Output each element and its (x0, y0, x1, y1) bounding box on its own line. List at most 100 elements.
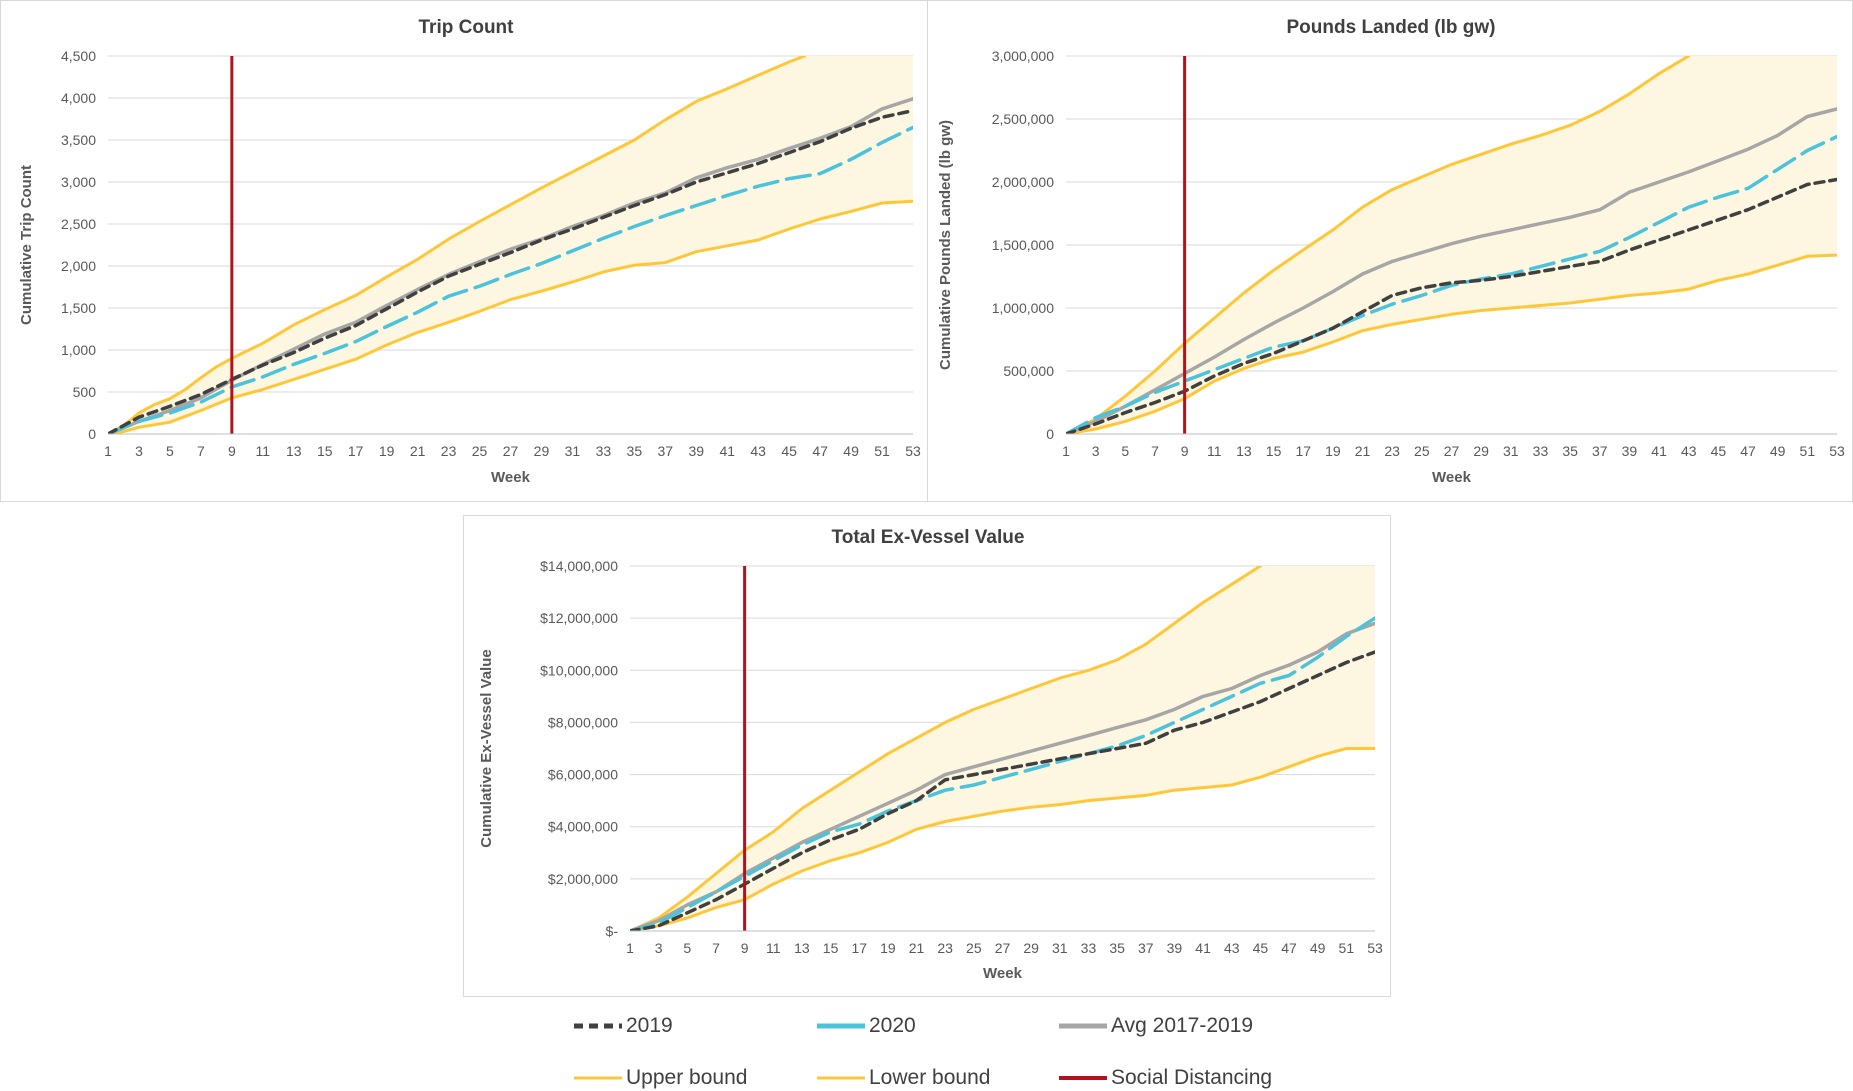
x-tick-label: 23 (937, 940, 953, 956)
legend-item-avg: Avg 2017-2019 (1057, 1014, 1253, 1038)
x-tick-label: 13 (286, 443, 302, 459)
y-axis-label: Cumulative Ex-Vessel Value (478, 649, 495, 847)
series-2019-line (108, 108, 913, 434)
x-axis-label: Week (983, 965, 1023, 982)
upper-bound-line (108, 56, 807, 434)
chart-title: Total Ex-Vessel Value (832, 527, 1025, 548)
y-tick-label: 1,500,000 (992, 237, 1054, 253)
x-tick-label: 51 (1339, 940, 1355, 956)
x-tick-label: 35 (1562, 443, 1578, 459)
pounds-landed-chart: Pounds Landed (lb gw) 0 500,000 1,000,000 1,… (937, 17, 1845, 486)
legend-swatch-2020 (817, 1023, 865, 1029)
x-tick-label: 41 (1195, 940, 1211, 956)
x-tick-label: 35 (627, 443, 643, 459)
legend-label-lower: Lower bound (869, 1066, 991, 1089)
x-tick-label: 27 (1444, 443, 1460, 459)
avg-2017-2019-line (108, 97, 913, 434)
series-2020-line (1066, 134, 1837, 434)
legend-swatch-avg (1059, 1023, 1107, 1029)
x-tick-label: 31 (565, 443, 581, 459)
x-tick-label: 1 (626, 940, 634, 956)
series-2019-line (1066, 177, 1837, 434)
x-tick-label: 33 (596, 443, 612, 459)
series-2020-line (108, 125, 913, 434)
x-tick-label: 15 (317, 443, 333, 459)
x-tick-label: 31 (1503, 443, 1519, 459)
y-tick-label: 2,000,000 (992, 174, 1054, 190)
trip-count-chart-panel: Trip Count 0 500 1,000 1,500 2,000 2,500 3,000 3… (0, 0, 928, 502)
x-tick-label: 7 (1151, 443, 1159, 459)
x-tick-label: 21 (410, 443, 426, 459)
x-tick-label: 53 (1367, 940, 1383, 956)
legend-label-2020: 2020 (869, 1014, 916, 1037)
x-tick-label: 1 (104, 443, 112, 459)
y-tick-label: 2,500 (61, 216, 96, 232)
x-tick-label: 17 (851, 940, 867, 956)
y-tick-label: 3,500 (61, 132, 96, 148)
chart-title: Pounds Landed (lb gw) (1287, 17, 1496, 38)
y-tick-label: $- (606, 923, 619, 939)
x-tick-label: 29 (1023, 940, 1039, 956)
x-tick-label: 43 (1224, 940, 1240, 956)
x-tick-label: 37 (658, 443, 674, 459)
x-tick-label: 37 (1592, 443, 1608, 459)
y-tick-label: 2,500,000 (992, 111, 1054, 127)
x-tick-label: 1 (1062, 443, 1070, 459)
legend-item-2019: 2019 (572, 1014, 673, 1038)
x-tick-label: 15 (823, 940, 839, 956)
y-tick-label: 4,000 (61, 90, 96, 106)
x-tick-label: 43 (1681, 443, 1697, 459)
x-tick-label: 3 (655, 940, 663, 956)
chart-title: Trip Count (419, 17, 515, 38)
plot-area (108, 56, 913, 434)
x-tick-label: 53 (1829, 443, 1845, 459)
x-tick-label: 33 (1081, 940, 1097, 956)
x-axis-label: Week (1432, 469, 1472, 486)
x-tick-label: 49 (843, 443, 859, 459)
pounds-landed-chart-panel: Pounds Landed (lb gw) 0 500,000 1,000,000 1,… (927, 0, 1853, 502)
x-tick-label: 49 (1310, 940, 1326, 956)
legend-item-upper: Upper bound (572, 1066, 747, 1090)
x-tick-label: 47 (1740, 443, 1756, 459)
bounds-band (108, 56, 913, 434)
x-tick-label: 37 (1138, 940, 1154, 956)
x-tick-label: 53 (905, 443, 921, 459)
x-tick-label: 45 (781, 443, 797, 459)
chart-legend: 2019 2020 Avg 2017-2019 Upper bound Lowe… (560, 1008, 1320, 1090)
x-tick-label: 11 (1207, 443, 1222, 459)
y-axis-label: Cumulative Pounds Landed (lb gw) (937, 120, 954, 370)
legend-swatch-2019 (574, 1023, 622, 1029)
x-tick-label: 5 (1121, 443, 1129, 459)
x-tick-label: 5 (683, 940, 691, 956)
avg-2017-2019-line (1066, 107, 1837, 434)
x-tick-label: 25 (1414, 443, 1430, 459)
x-tick-label: 51 (874, 443, 890, 459)
ex-vessel-value-chart: Total Ex-Vessel Value $- $2,000,000 $4,000,… (478, 527, 1383, 982)
trip-count-chart: Trip Count 0 500 1,000 1,500 2,000 2,500 3,000 3… (18, 17, 921, 486)
y-tick-label: 3,000 (61, 174, 96, 190)
x-tick-label: 25 (966, 940, 982, 956)
x-tick-label: 23 (1384, 443, 1400, 459)
x-tick-label: 29 (534, 443, 550, 459)
x-tick-label: 39 (688, 443, 704, 459)
y-tick-label: 4,500 (61, 48, 96, 64)
x-tick-label: 21 (1355, 443, 1371, 459)
upper-bound-line (630, 566, 1262, 931)
avg-2017-2019-line (630, 621, 1375, 931)
x-tick-label: 41 (1651, 443, 1667, 459)
y-tick-label: $10,000,000 (540, 662, 618, 678)
x-tick-label: 43 (750, 443, 766, 459)
x-tick-label: 33 (1533, 443, 1549, 459)
x-tick-label: 13 (794, 940, 810, 956)
x-tick-label: 25 (472, 443, 488, 459)
x-tick-label: 9 (228, 443, 236, 459)
x-tick-label: 19 (1325, 443, 1341, 459)
x-tick-label: 19 (880, 940, 896, 956)
legend-label-2019: 2019 (626, 1014, 673, 1037)
y-tick-label: $2,000,000 (548, 871, 618, 887)
x-tick-label: 49 (1770, 443, 1786, 459)
legend-item-2020: 2020 (815, 1014, 916, 1038)
y-tick-label: 0 (1046, 426, 1054, 442)
x-tick-label: 29 (1473, 443, 1489, 459)
x-axis-label: Week (491, 469, 531, 486)
